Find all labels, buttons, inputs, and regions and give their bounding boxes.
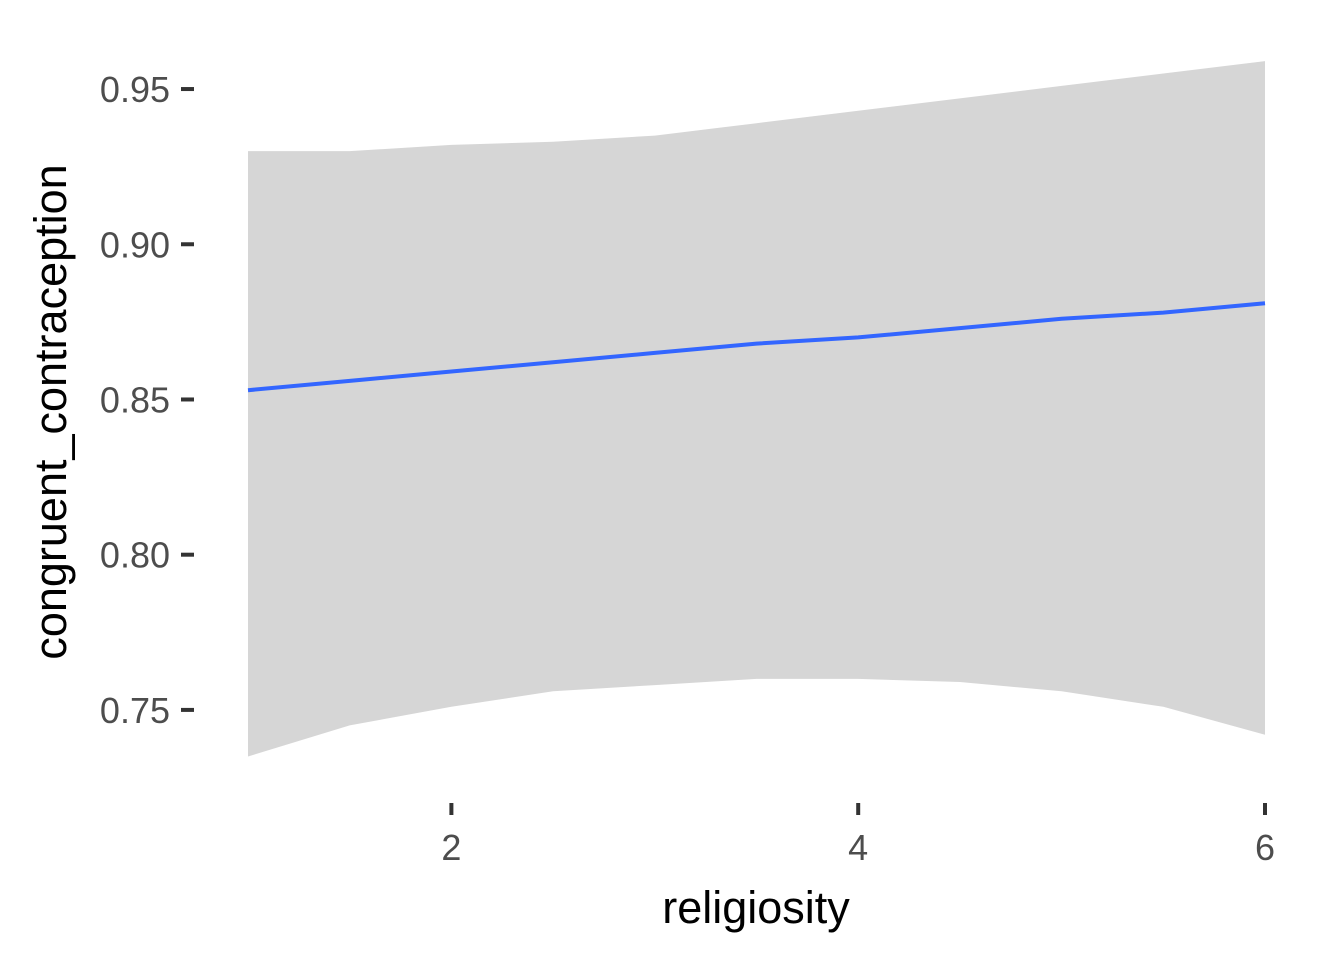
y-tick-label: 0.85 [100, 379, 170, 420]
x-tick-label: 4 [848, 827, 868, 868]
y-tick-label: 0.75 [100, 690, 170, 731]
y-axis-title: congruent_contraception [25, 164, 76, 659]
trend-line [247, 301, 1266, 393]
y-tick-label: 0.95 [100, 69, 170, 110]
confidence-band [248, 61, 1265, 757]
x-axis-title: religiosity [662, 882, 850, 933]
x-axis: 2 4 6 [441, 803, 1275, 868]
x-tick-label: 2 [441, 827, 461, 868]
x-tick-label: 6 [1255, 827, 1275, 868]
y-tick-label: 0.80 [100, 535, 170, 576]
plot-area [247, 61, 1266, 757]
y-tick-label: 0.90 [100, 224, 170, 265]
y-axis: 0.75 0.80 0.85 0.90 0.95 [100, 69, 194, 731]
